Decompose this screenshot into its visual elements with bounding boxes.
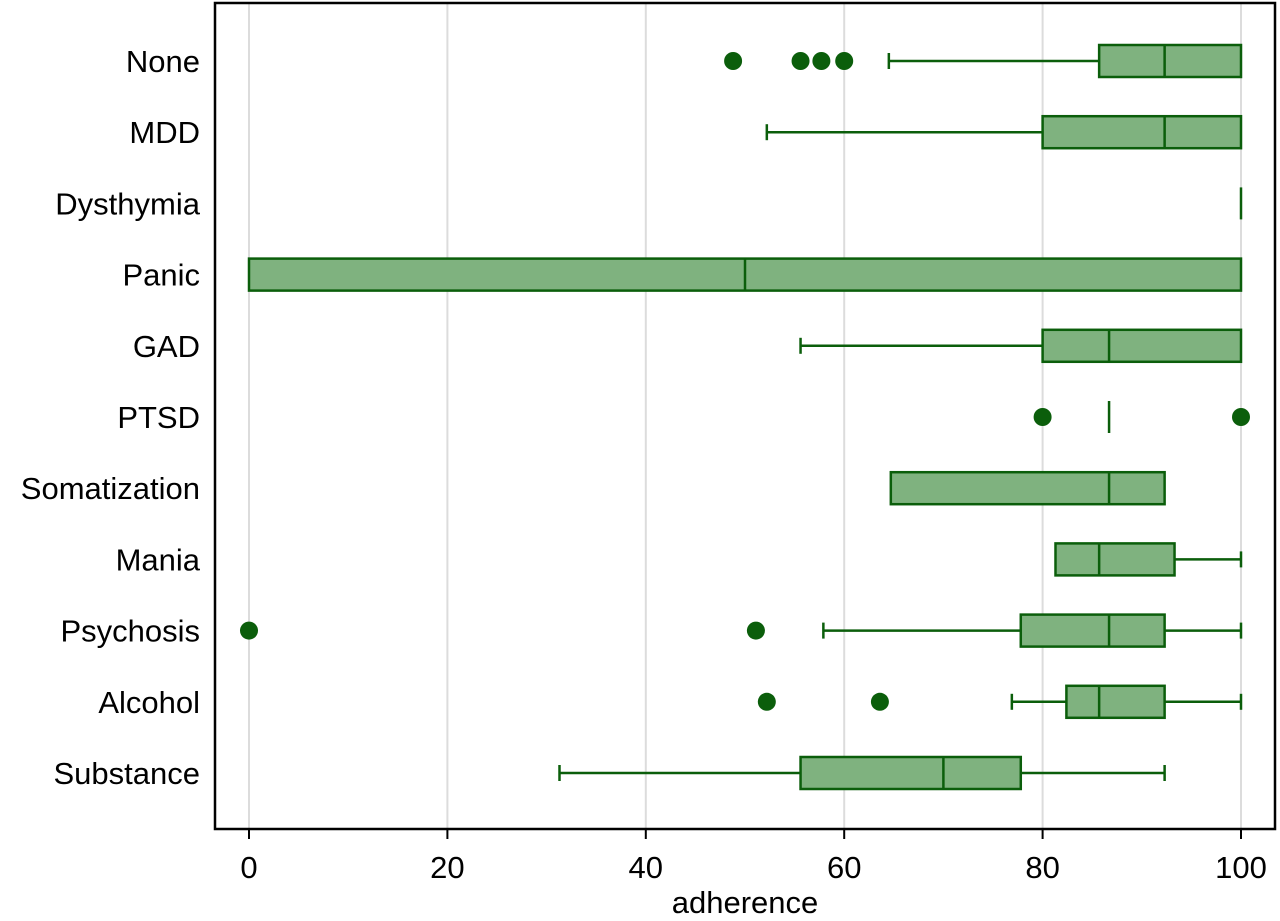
category-label: Dysthymia (55, 186, 200, 221)
x-tick-label: 60 (827, 850, 861, 885)
category-label: PTSD (117, 400, 200, 435)
outlier-point (757, 692, 776, 711)
box-panic (247, 257, 1243, 292)
outlier-point (870, 692, 889, 711)
box-substance (558, 755, 1166, 791)
box-mdd (765, 114, 1243, 150)
y-axis-category-labels: None MDD Dysthymia Panic GAD PTSD Somatization… (21, 44, 201, 791)
x-axis: 0 20 40 60 80 100 (240, 829, 1267, 885)
x-tick-label: 80 (1025, 850, 1059, 885)
outlier-point (791, 52, 810, 70)
x-axis-title: adherence (672, 885, 819, 920)
box-iqr (1041, 328, 1243, 364)
outlier-point (724, 52, 743, 70)
box-gad (799, 328, 1243, 364)
box-none (724, 43, 1243, 79)
box-iqr (799, 755, 1023, 791)
box-iqr (1097, 43, 1243, 79)
category-label: GAD (133, 329, 200, 364)
outlier-point (746, 621, 765, 640)
category-label: Psychosis (60, 614, 200, 649)
box-psychosis (240, 613, 1243, 648)
plot-frame (213, 1, 1277, 831)
outlier-point (240, 621, 258, 640)
outlier-point (812, 52, 831, 70)
box-iqr (889, 470, 1166, 506)
outlier-point (1033, 408, 1052, 426)
x-tick-label: 20 (430, 850, 464, 885)
x-tick-label: 100 (1215, 850, 1267, 885)
box-mania (1054, 542, 1243, 577)
box-somatization (889, 470, 1166, 506)
category-label: Somatization (21, 471, 200, 506)
category-label: Panic (122, 258, 200, 293)
category-label: None (126, 44, 200, 79)
box-iqr (1065, 684, 1166, 720)
boxes (240, 43, 1250, 791)
category-label: Alcohol (98, 685, 200, 720)
category-label: Substance (54, 756, 201, 791)
category-label: Mania (116, 542, 201, 577)
outlier-point (1232, 408, 1250, 426)
x-tick-label: 0 (240, 850, 257, 885)
box-iqr (1054, 542, 1176, 577)
category-label: MDD (129, 115, 200, 150)
box-iqr (1041, 114, 1243, 150)
box-alcohol (757, 684, 1243, 720)
box-ptsd (1033, 401, 1250, 433)
outlier-point (835, 52, 854, 70)
box-iqr (1019, 613, 1166, 648)
x-tick-label: 40 (629, 850, 663, 885)
